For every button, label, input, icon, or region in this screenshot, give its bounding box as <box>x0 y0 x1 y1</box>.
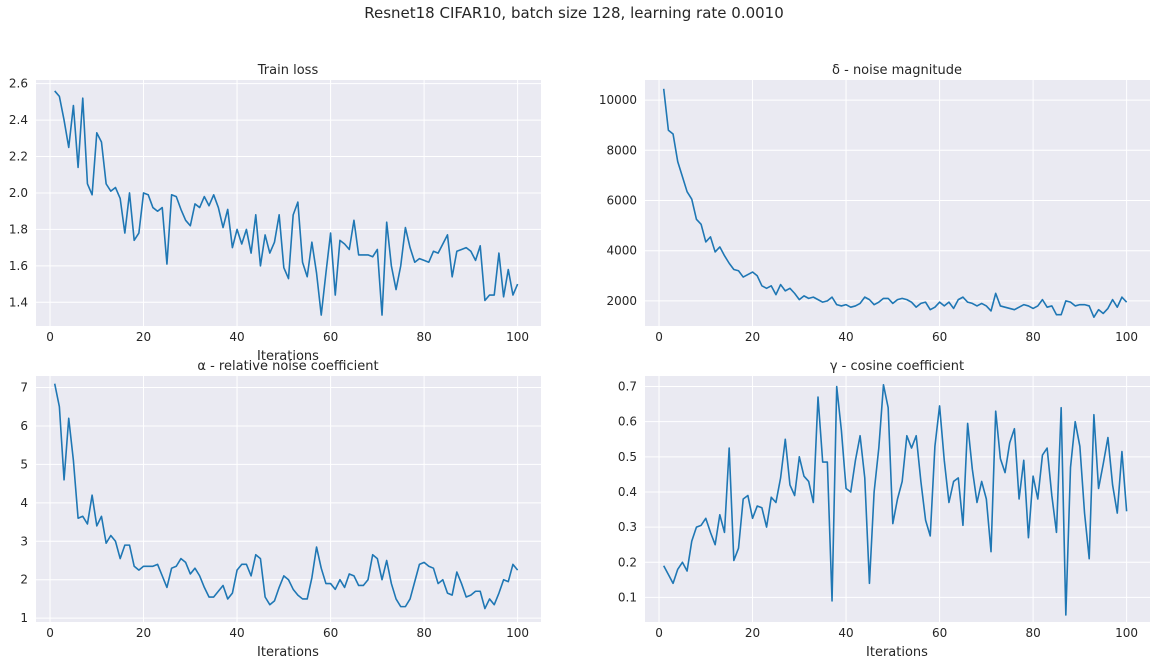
cosine-coefficient-xtick-label: 0 <box>655 626 663 640</box>
cosine-coefficient-ytick-label: 0.5 <box>618 450 637 464</box>
noise-magnitude-ytick-label: 8000 <box>606 143 637 157</box>
relative-noise-xtick-label: 20 <box>136 626 151 640</box>
train-loss-ytick-label: 2.4 <box>9 113 28 127</box>
train-loss-ytick-label: 2.2 <box>9 150 28 164</box>
relative-noise-ytick-label: 5 <box>20 457 28 471</box>
noise-magnitude-ticks: 0 20 40 60 80 100 2000 4000 6000 8000 10000 <box>599 93 1138 344</box>
noise-magnitude-xtick-label: 40 <box>838 330 853 344</box>
noise-magnitude-ytick-label: 2000 <box>606 294 637 308</box>
relative-noise-xtick-label: 80 <box>416 626 431 640</box>
train-loss-xtick-label: 100 <box>506 330 529 344</box>
relative-noise-xtick-label: 40 <box>229 626 244 640</box>
cosine-coefficient-xtick-label: 100 <box>1115 626 1138 640</box>
relative-noise-ytick-label: 4 <box>20 496 28 510</box>
train-loss-xtick-label: 40 <box>229 330 244 344</box>
relative-noise-xtick-label: 100 <box>506 626 529 640</box>
cosine-coefficient-xtick-label: 20 <box>745 626 760 640</box>
relative-noise-xlabel: Iterations <box>257 645 319 660</box>
cosine-coefficient-ytick-label: 0.7 <box>618 380 637 394</box>
train-loss-ytick-label: 2.0 <box>9 186 28 200</box>
figure-suptitle: Resnet18 CIFAR10, batch size 128, learni… <box>364 4 784 22</box>
cosine-coefficient-ytick-label: 0.2 <box>618 555 637 569</box>
train-loss-ytick-label: 1.8 <box>9 222 28 236</box>
noise-magnitude-xtick-label: 100 <box>1115 330 1138 344</box>
noise-magnitude-gridlines <box>645 80 1150 326</box>
relative-noise-panel: 0 20 40 60 80 100 1 2 3 4 5 6 7 α - relative noise c… <box>20 359 541 660</box>
train-loss-panel: 0 20 40 60 80 100 1.4 1.6 1.8 2.0 2.2 2.4 2.6 Train … <box>9 63 541 364</box>
cosine-coefficient-ticks: 0 20 40 60 80 100 0.1 0.2 0.3 0.4 0.5 0.6 0.7 <box>618 380 1138 640</box>
noise-magnitude-xtick-label: 0 <box>655 330 663 344</box>
train-loss-ytick-label: 2.6 <box>9 77 28 91</box>
relative-noise-ytick-label: 2 <box>20 573 28 587</box>
noise-magnitude-xtick-label: 80 <box>1025 330 1040 344</box>
noise-magnitude-xtick-label: 60 <box>932 330 947 344</box>
cosine-coefficient-ytick-label: 0.3 <box>618 520 637 534</box>
relative-noise-ticks: 0 20 40 60 80 100 1 2 3 4 5 6 7 <box>20 381 529 640</box>
train-loss-xtick-label: 80 <box>416 330 431 344</box>
relative-noise-ytick-label: 3 <box>20 534 28 548</box>
relative-noise-plot-area <box>36 376 541 622</box>
train-loss-ticks: 0 20 40 60 80 100 1.4 1.6 1.8 2.0 2.2 2.4 2.6 <box>9 77 529 344</box>
relative-noise-title: α - relative noise coefficient <box>197 359 378 374</box>
relative-noise-line <box>53 383 519 610</box>
relative-noise-xtick-label: 60 <box>323 626 338 640</box>
relative-noise-xtick-label: 0 <box>46 626 54 640</box>
cosine-coefficient-xtick-label: 80 <box>1025 626 1040 640</box>
relative-noise-ytick-label: 7 <box>20 381 28 395</box>
train-loss-plot-area <box>36 80 541 326</box>
train-loss-xlabel: Iterations <box>257 349 319 364</box>
noise-magnitude-line <box>662 88 1128 319</box>
cosine-coefficient-panel: 0 20 40 60 80 100 0.1 0.2 0.3 0.4 0.5 0.6 0.7 γ - co… <box>618 359 1150 660</box>
noise-magnitude-panel: 0 20 40 60 80 100 2000 4000 6000 8000 10000 δ - no… <box>599 63 1150 344</box>
noise-magnitude-plot-area <box>645 80 1150 326</box>
cosine-coefficient-xtick-label: 40 <box>838 626 853 640</box>
cosine-coefficient-xlabel: Iterations <box>866 645 928 660</box>
cosine-coefficient-ytick-label: 0.1 <box>618 590 637 604</box>
noise-magnitude-ytick-label: 6000 <box>606 193 637 207</box>
noise-magnitude-ytick-label: 10000 <box>599 93 637 107</box>
noise-magnitude-title: δ - noise magnitude <box>832 63 962 78</box>
train-loss-xtick-label: 60 <box>323 330 338 344</box>
cosine-coefficient-xtick-label: 60 <box>932 626 947 640</box>
relative-noise-ytick-label: 1 <box>20 611 28 625</box>
train-loss-ytick-label: 1.4 <box>9 295 28 309</box>
relative-noise-ytick-label: 6 <box>20 419 28 433</box>
cosine-coefficient-line <box>662 383 1128 616</box>
noise-magnitude-xtick-label: 20 <box>745 330 760 344</box>
train-loss-ytick-label: 1.6 <box>9 259 28 273</box>
train-loss-xtick-label: 0 <box>46 330 54 344</box>
cosine-coefficient-title: γ - cosine coefficient <box>830 359 964 374</box>
train-loss-gridlines <box>36 80 541 326</box>
noise-magnitude-ytick-label: 4000 <box>606 244 637 258</box>
train-loss-line <box>54 90 519 316</box>
train-loss-xtick-label: 20 <box>136 330 151 344</box>
train-loss-title: Train loss <box>257 63 319 78</box>
cosine-coefficient-ytick-label: 0.6 <box>618 415 637 429</box>
cosine-coefficient-ytick-label: 0.4 <box>618 485 637 499</box>
